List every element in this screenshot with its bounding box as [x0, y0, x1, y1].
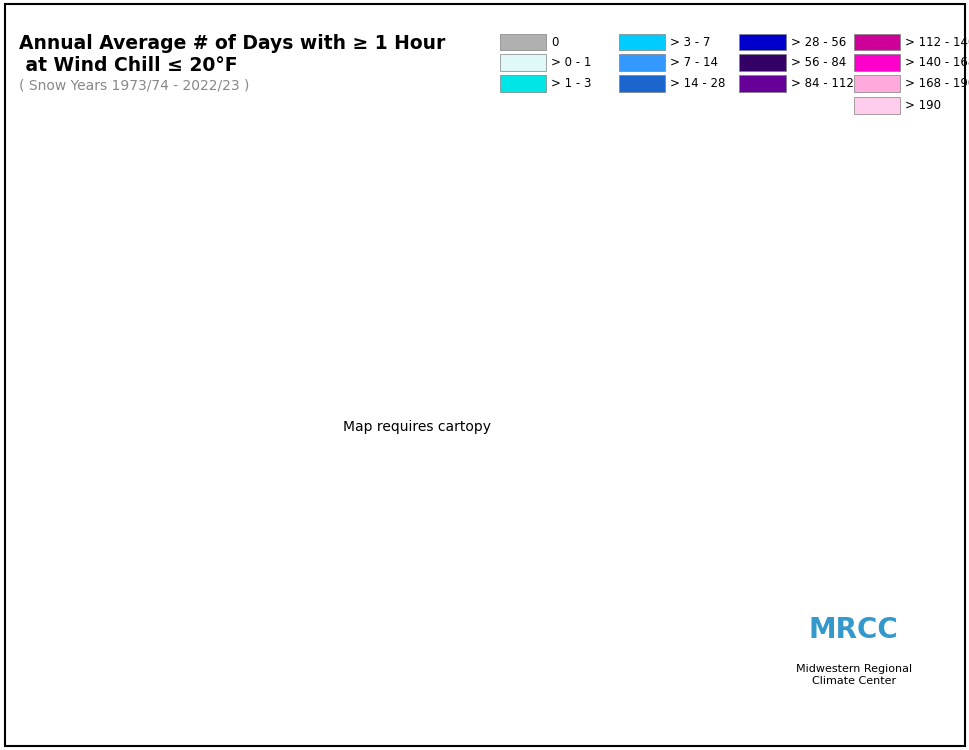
- Bar: [853, 75, 899, 92]
- Text: > 84 - 112: > 84 - 112: [790, 76, 853, 90]
- Text: > 140 - 168: > 140 - 168: [904, 56, 969, 69]
- Text: > 168 - 190: > 168 - 190: [904, 76, 969, 90]
- Bar: [738, 75, 785, 92]
- Bar: [853, 34, 899, 50]
- Text: Annual Average # of Days with ≥ 1 Hour: Annual Average # of Days with ≥ 1 Hour: [19, 34, 446, 53]
- Bar: [738, 54, 785, 70]
- Text: > 28 - 56: > 28 - 56: [790, 35, 845, 49]
- Bar: [618, 54, 665, 70]
- Text: > 112 - 140: > 112 - 140: [904, 35, 969, 49]
- Text: > 0 - 1: > 0 - 1: [550, 56, 591, 69]
- Bar: [618, 75, 665, 92]
- Text: Midwestern Regional
Climate Center: Midwestern Regional Climate Center: [795, 664, 911, 686]
- Bar: [853, 54, 899, 70]
- Bar: [499, 54, 546, 70]
- Text: Map requires cartopy: Map requires cartopy: [343, 421, 490, 434]
- Text: ( Snow Years 1973/74 - 2022/23 ): ( Snow Years 1973/74 - 2022/23 ): [19, 79, 250, 93]
- Text: at Wind Chill ≤ 20°F: at Wind Chill ≤ 20°F: [19, 56, 237, 75]
- Text: > 14 - 28: > 14 - 28: [670, 76, 725, 90]
- Bar: [618, 34, 665, 50]
- Bar: [853, 98, 899, 114]
- Text: > 7 - 14: > 7 - 14: [670, 56, 717, 69]
- Text: > 190: > 190: [904, 99, 940, 112]
- Text: > 1 - 3: > 1 - 3: [550, 76, 591, 90]
- Text: > 56 - 84: > 56 - 84: [790, 56, 845, 69]
- Text: MRCC: MRCC: [808, 616, 897, 644]
- Bar: [499, 34, 546, 50]
- Text: 0: 0: [550, 35, 558, 49]
- Text: > 3 - 7: > 3 - 7: [670, 35, 710, 49]
- Bar: [499, 75, 546, 92]
- Bar: [738, 34, 785, 50]
